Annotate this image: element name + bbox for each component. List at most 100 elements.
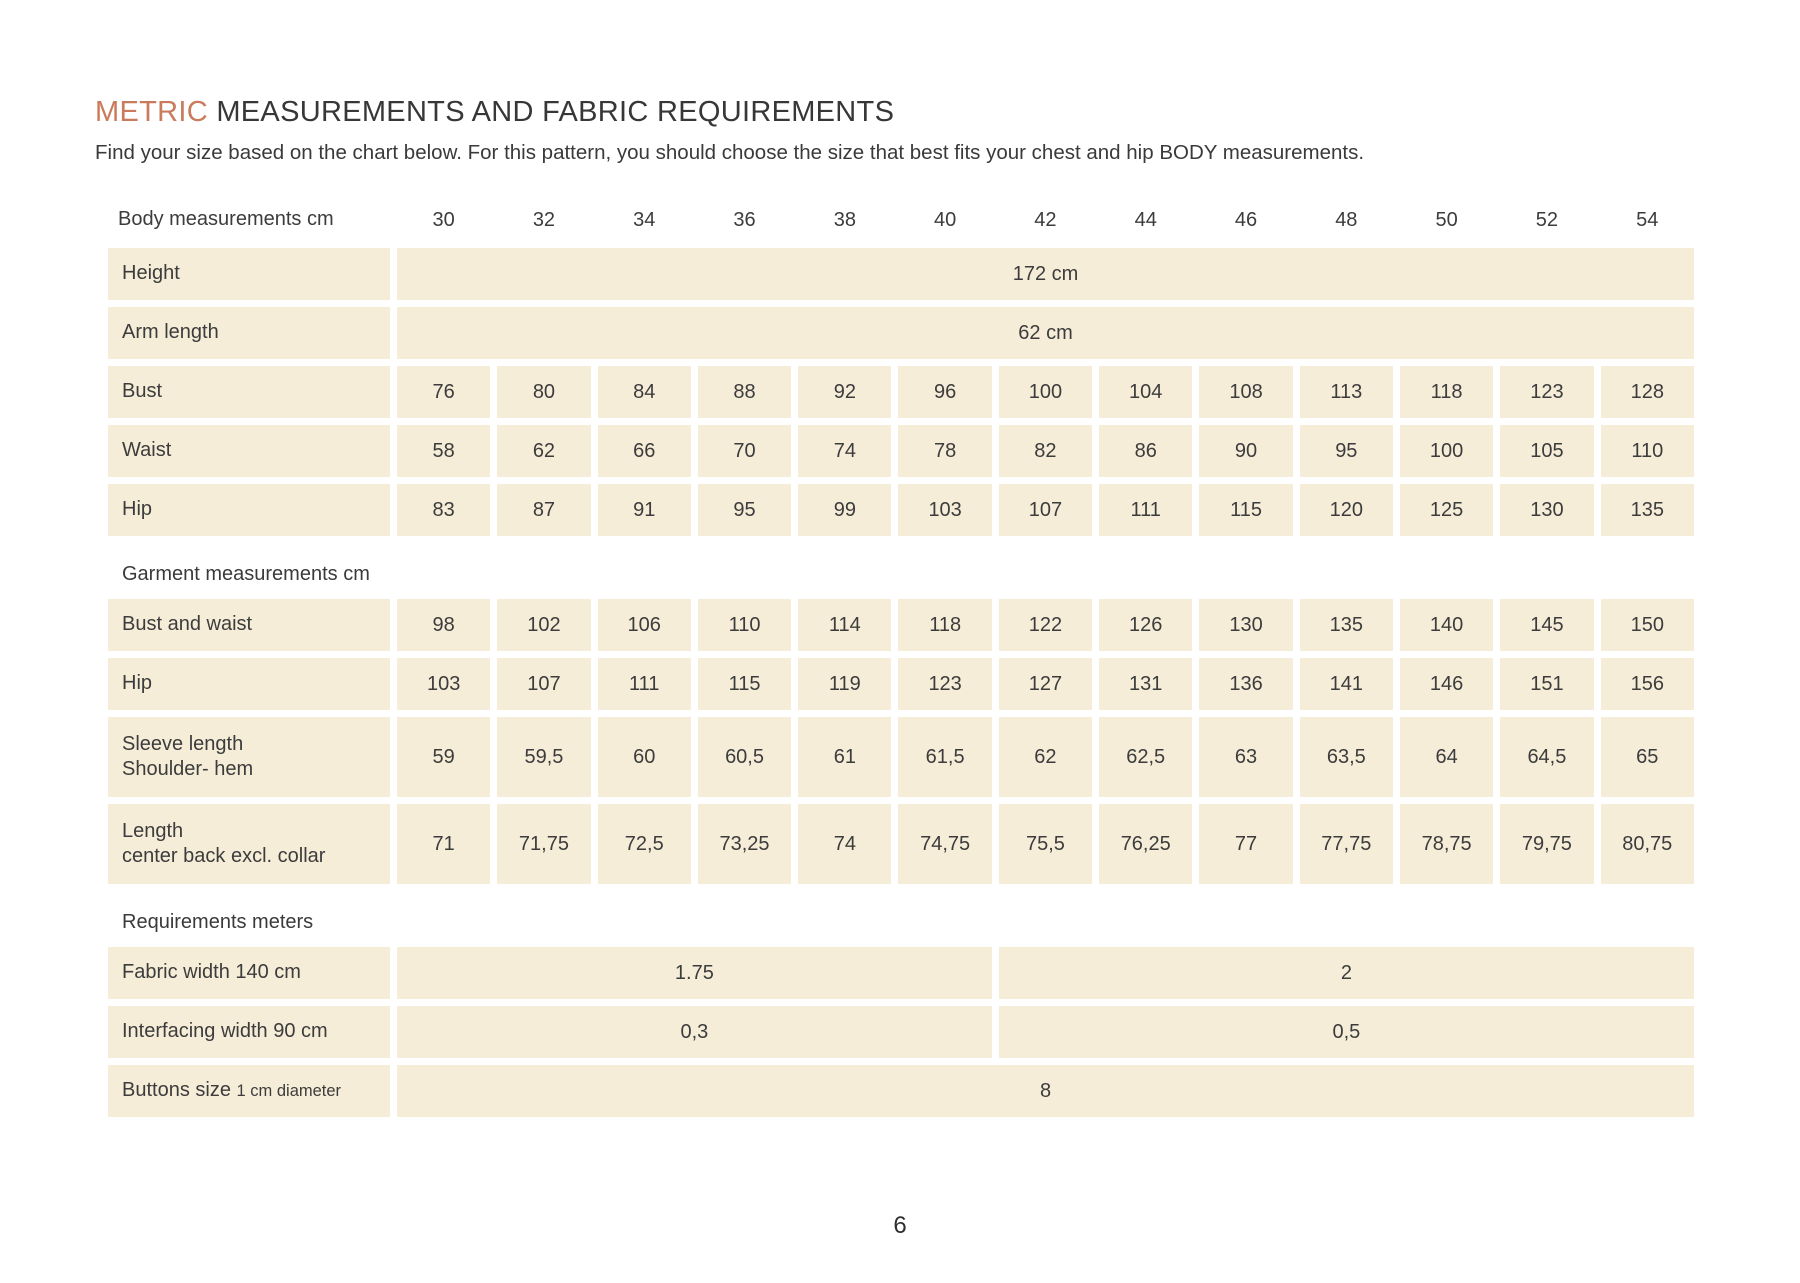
value-cell: 141 (1299, 658, 1393, 711)
value-cell: 78 (898, 425, 992, 478)
row-label: Bust and waist (108, 599, 390, 652)
value-cell: 110 (1600, 425, 1694, 478)
value-cell: 136 (1199, 658, 1293, 711)
table-row: Hip 83 87 91 95 99 103 107 111 115 120 125 130 135 (108, 484, 1694, 537)
table-row: Sleeve length Shoulder- hem 59 59,5 60 60,5 61… (108, 717, 1694, 798)
value-cell: 156 (1600, 658, 1694, 711)
document-page: METRIC MEASUREMENTS AND FABRIC REQUIREME… (95, 96, 1705, 1124)
value-cell: 83 (397, 484, 491, 537)
value-cell: 79,75 (1500, 804, 1594, 885)
spanned-value-cell: 172 cm (397, 248, 1694, 301)
value-cell: 64 (1399, 717, 1494, 798)
column-header-label: Body measurements cm (118, 208, 334, 231)
value-cell: 123 (898, 658, 992, 711)
row-label-small: 1 cm diameter (236, 1082, 342, 1101)
row-label: Waist (108, 425, 390, 478)
value-cell: 120 (1299, 484, 1393, 537)
section-header-requirements: Requirements meters (122, 911, 314, 934)
table-row: Height 172 cm (108, 248, 1694, 301)
row-label: Bust (108, 366, 390, 419)
size-column-header: 32 (532, 208, 556, 231)
value-cell: 77,75 (1299, 804, 1393, 885)
value-cell: 102 (497, 599, 591, 652)
size-column-header: 36 (733, 208, 756, 231)
table-row: Waist 58 62 66 70 74 78 82 86 90 95 100 105 110 (108, 425, 1694, 478)
value-cell: 88 (697, 366, 792, 419)
value-cell: 80 (497, 366, 591, 419)
value-cell: 130 (1500, 484, 1594, 537)
row-label: Buttons size 1 cm diameter (108, 1065, 390, 1118)
value-cell: 80,75 (1600, 804, 1694, 885)
spanned-value-cell-right: 2 (998, 947, 1694, 1000)
section-header-row: Garment measurements cm (108, 543, 1694, 592)
value-cell: 71,75 (497, 804, 591, 885)
row-label: Length center back excl. collar (108, 804, 390, 885)
row-label: Interfacing width 90 cm (108, 1006, 390, 1059)
row-label-main: Buttons size (122, 1079, 237, 1102)
value-cell: 59,5 (497, 717, 591, 798)
value-cell: 95 (697, 484, 792, 537)
table-row: Fabric width 140 cm 1.75 2 (108, 947, 1694, 1000)
value-cell: 128 (1600, 366, 1694, 419)
table-header-row: Body measurements cm 30 32 34 36 38 40 42 44 46 48… (108, 199, 1694, 241)
spanned-value-cell-right: 0,5 (998, 1006, 1694, 1059)
value-cell: 107 (998, 484, 1093, 537)
value-cell: 118 (898, 599, 992, 652)
value-cell: 131 (1099, 658, 1193, 711)
value-cell: 78,75 (1399, 804, 1494, 885)
spanned-value-cell-left: 1.75 (397, 947, 992, 1000)
value-cell: 99 (798, 484, 892, 537)
table-row: Hip 103 107 111 115 119 123 127 131 136 141 146 151 1… (108, 658, 1694, 711)
value-cell: 60 (597, 717, 691, 798)
row-label-line2: center back excl. collar (122, 845, 326, 868)
value-cell: 122 (998, 599, 1093, 652)
value-cell: 73,25 (697, 804, 792, 885)
spanned-value-cell-left: 0,3 (397, 1006, 992, 1059)
row-label: Fabric width 140 cm (108, 947, 390, 1000)
value-cell: 74 (798, 804, 892, 885)
size-column-header: 52 (1535, 208, 1559, 231)
value-cell: 115 (1199, 484, 1293, 537)
size-column-header: 42 (1034, 208, 1057, 231)
value-cell: 70 (697, 425, 792, 478)
page-number: 6 (893, 1212, 907, 1239)
value-cell: 74 (798, 425, 892, 478)
value-cell: 123 (1500, 366, 1594, 419)
value-cell: 61,5 (898, 717, 992, 798)
value-cell: 59 (397, 717, 491, 798)
size-column-header: 50 (1435, 208, 1458, 231)
value-cell: 105 (1500, 425, 1594, 478)
table-row: Interfacing width 90 cm 0,3 0,5 (108, 1006, 1694, 1059)
value-cell: 119 (798, 658, 892, 711)
value-cell: 75,5 (998, 804, 1093, 885)
value-cell: 58 (397, 425, 491, 478)
table-row: Length center back excl. collar 71 71,75 72,… (108, 804, 1694, 885)
spanned-value-cell: 8 (397, 1065, 1694, 1118)
row-label: Hip (108, 484, 390, 537)
value-cell: 126 (1099, 599, 1193, 652)
value-cell: 151 (1500, 658, 1594, 711)
row-label: Sleeve length Shoulder- hem (108, 717, 390, 798)
spanned-value-cell: 62 cm (397, 307, 1694, 360)
size-column-header: 48 (1335, 208, 1358, 231)
page-title: METRIC MEASUREMENTS AND FABRIC REQUIREME… (95, 96, 1705, 129)
value-cell: 76,25 (1099, 804, 1193, 885)
value-cell: 90 (1199, 425, 1293, 478)
value-cell: 140 (1399, 599, 1494, 652)
value-cell: 72,5 (597, 804, 691, 885)
size-column-header: 30 (432, 208, 455, 231)
value-cell: 66 (597, 425, 691, 478)
value-cell: 103 (898, 484, 992, 537)
size-column-header: 54 (1636, 208, 1659, 231)
size-column-header: 44 (1134, 208, 1157, 231)
value-cell: 77 (1199, 804, 1293, 885)
size-chart-table: Body measurements cm 30 32 34 36 38 40 42 44 46 48… (101, 192, 1701, 1124)
row-label-line1: Length (122, 819, 184, 842)
value-cell: 63,5 (1299, 717, 1393, 798)
row-label-line2: Shoulder- hem (122, 758, 254, 781)
value-cell: 114 (798, 599, 892, 652)
intro-text: Find your size based on the chart below.… (95, 141, 1365, 164)
section-header-garment: Garment measurements cm (122, 563, 370, 586)
value-cell: 103 (397, 658, 491, 711)
value-cell: 127 (998, 658, 1093, 711)
